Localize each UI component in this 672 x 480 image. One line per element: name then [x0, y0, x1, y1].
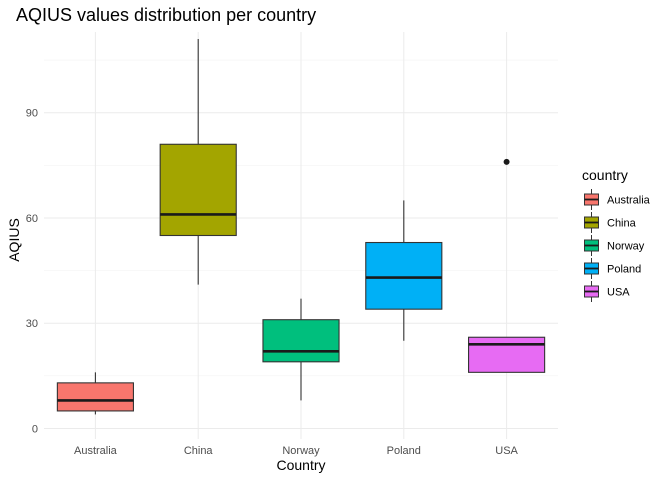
plot-area: [44, 32, 558, 439]
iqr-box: [262, 319, 340, 363]
iqr-box: [159, 143, 237, 237]
box-poland: [365, 200, 443, 341]
y-tick-label: 30: [26, 318, 38, 330]
legend-label: USA: [607, 287, 630, 299]
box-china: [159, 39, 237, 285]
chart-title: AQIUS values distribution per country: [16, 5, 316, 25]
x-tick-label: Australia: [74, 445, 118, 457]
y-tick-label: 90: [26, 108, 38, 120]
legend-item-usa: USA: [584, 281, 630, 302]
iqr-box: [365, 241, 443, 310]
x-tick-label: China: [184, 445, 214, 457]
legend-item-norway: Norway: [584, 235, 645, 256]
boxes: [56, 39, 546, 415]
iqr-box: [56, 382, 134, 412]
x-tick-label: Poland: [387, 445, 421, 457]
legend-item-poland: Poland: [584, 258, 641, 279]
legend-label: Norway: [607, 241, 645, 253]
box-australia: [56, 372, 134, 415]
outlier-point: [503, 158, 510, 165]
x-axis-ticks: Australia China Norway Poland USA: [74, 445, 519, 457]
legend-label: Australia: [607, 195, 651, 207]
y-tick-label: 0: [32, 423, 38, 435]
y-axis-title: AQIUS: [6, 218, 22, 262]
legend-items: Australia China Norway Poland USA: [584, 189, 651, 302]
x-tick-label: USA: [495, 445, 518, 457]
legend: country Australia China Norway Poland USA: [582, 167, 651, 302]
legend-item-australia: Australia: [584, 189, 651, 210]
box-usa: [468, 158, 546, 373]
legend-label: China: [607, 218, 637, 230]
y-tick-label: 60: [26, 213, 38, 225]
legend-item-china: China: [584, 212, 637, 233]
legend-label: Poland: [607, 264, 641, 276]
iqr-box: [468, 336, 546, 373]
x-tick-label: Norway: [282, 445, 320, 457]
x-axis-title: Country: [276, 457, 325, 473]
legend-title: country: [582, 167, 628, 183]
box-norway: [262, 298, 340, 401]
y-axis-ticks: 0 30 60 90: [26, 108, 38, 436]
